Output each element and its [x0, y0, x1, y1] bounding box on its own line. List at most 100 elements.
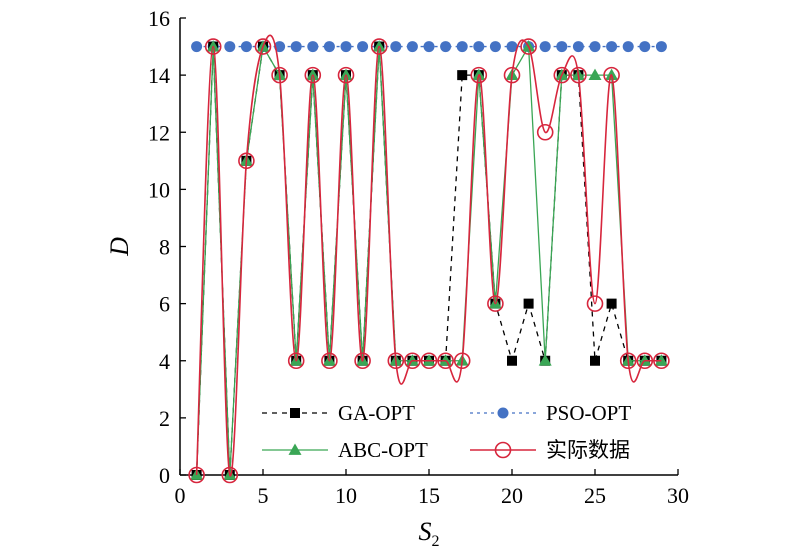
data-point: [520, 38, 537, 55]
data-point: [570, 66, 587, 84]
data-point: [487, 295, 504, 312]
data-point: [240, 41, 252, 53]
data-point: [606, 298, 617, 309]
data-point: [306, 68, 320, 80]
legend-item: PSO-OPT: [470, 401, 631, 425]
data-point: [488, 297, 502, 309]
data-point: [586, 295, 604, 312]
y-tick-label: 10: [148, 177, 170, 202]
data-point: [473, 41, 485, 53]
legend-label: PSO-OPT: [546, 401, 631, 425]
data-point: [489, 41, 501, 53]
data-point: [507, 355, 517, 366]
data-point: [453, 352, 471, 370]
data-point: [357, 41, 369, 53]
data-point: [638, 354, 652, 366]
data-point: [339, 68, 353, 80]
data-point: [191, 41, 203, 53]
series-line: [195, 34, 662, 477]
legend-label: ABC-OPT: [338, 438, 428, 462]
data-point: [536, 123, 554, 141]
axes: 0 5 10 15 20 25 30 0 2 4 6 8 10 12 14 16: [148, 6, 689, 508]
data-point: [523, 298, 534, 309]
data-point: [572, 41, 584, 53]
data-point: [387, 352, 405, 370]
data-point: [321, 352, 338, 370]
data-point: [224, 41, 236, 53]
data-point: [439, 354, 453, 366]
data-point: [470, 66, 488, 84]
y-tick-label: 12: [148, 120, 170, 145]
x-axis-title-subscript: 2: [432, 533, 440, 550]
data-point: [456, 41, 468, 53]
data-point: [372, 40, 386, 52]
data-point: [254, 38, 272, 55]
y-tick-label: 2: [159, 406, 170, 431]
x-tick-label: 15: [418, 483, 440, 508]
data-point: [323, 41, 335, 53]
legend-marker: [497, 407, 509, 419]
data-point: [440, 41, 452, 53]
series-layer: [188, 34, 670, 484]
y-tick-label: 6: [159, 292, 170, 317]
data-point: [307, 41, 319, 53]
data-point: [304, 66, 322, 84]
x-tick-label: 0: [175, 483, 186, 508]
x-axis-title: S2: [419, 517, 440, 550]
data-point: [619, 352, 637, 370]
legend-label: 实际数据: [546, 438, 630, 462]
data-point: [420, 352, 438, 370]
data-point: [653, 352, 670, 370]
data-point: [639, 41, 651, 53]
data-point: [274, 41, 286, 53]
data-point: [337, 66, 355, 84]
data-point: [636, 352, 654, 370]
data-point: [655, 41, 667, 53]
data-point: [506, 41, 518, 53]
legend-marker: [288, 443, 302, 455]
data-point: [556, 41, 568, 53]
legend-marker: [290, 408, 300, 418]
data-point: [405, 354, 419, 366]
data-point: [457, 70, 468, 81]
legend: GA-OPT PSO-OPT ABC-OPT 实际数据: [262, 401, 631, 462]
data-point: [206, 40, 220, 52]
x-tick-label: 20: [501, 483, 523, 508]
data-point: [588, 68, 602, 80]
legend-item: ABC-OPT: [262, 438, 428, 462]
data-point: [606, 41, 618, 53]
x-tick-label: 10: [335, 483, 357, 508]
data-point: [322, 354, 336, 366]
data-point: [622, 41, 634, 53]
y-tick-label: 8: [159, 235, 170, 260]
x-axis-title-main: S: [419, 517, 432, 546]
data-point: [503, 66, 521, 84]
data-point: [340, 41, 352, 53]
data-point: [188, 466, 205, 484]
data-point: [271, 66, 288, 84]
legend-item: 实际数据: [470, 438, 630, 462]
data-point: [221, 466, 239, 484]
data-point: [422, 354, 436, 366]
y-tick-label: 4: [159, 349, 170, 374]
data-point: [553, 66, 571, 84]
x-tick-label: 25: [584, 483, 606, 508]
data-point: [406, 41, 418, 53]
data-point: [404, 352, 421, 370]
data-point: [654, 354, 668, 366]
legend-marker: [494, 441, 512, 459]
x-tick-label: 30: [667, 483, 689, 508]
y-tick-label: 16: [148, 6, 170, 31]
data-point: [538, 354, 552, 366]
data-point: [423, 41, 435, 53]
data-point: [354, 352, 371, 370]
data-point: [437, 352, 454, 370]
data-point: [390, 41, 402, 53]
data-point: [287, 352, 305, 370]
series-实际数据: [188, 34, 670, 484]
legend-label: GA-OPT: [338, 401, 415, 425]
data-point: [204, 38, 222, 55]
data-point: [539, 41, 551, 53]
